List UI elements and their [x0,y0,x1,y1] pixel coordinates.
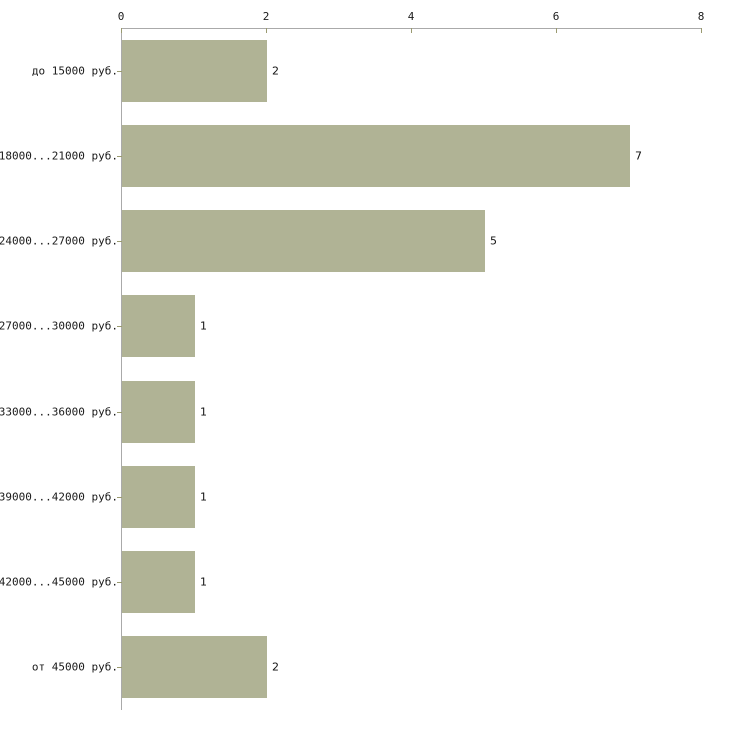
bar-value-label: 7 [635,149,642,163]
bar-value-label: 1 [200,319,207,333]
y-axis-category-label: от 45000 руб. [31,660,118,674]
y-axis-category-label: 39000...42000 руб. [0,490,118,504]
y-axis-category-label: 33000...36000 руб. [0,405,118,419]
y-axis-category-label: до 15000 руб. [31,64,118,78]
bar [122,295,195,357]
bar [122,466,195,528]
y-axis-category-label: 24000...27000 руб. [0,234,118,248]
bar [122,381,195,443]
y-axis-tick [117,326,122,327]
y-axis-tick [117,582,122,583]
bar-value-label: 2 [272,64,279,78]
y-axis-category-label: 18000...21000 руб. [0,149,118,163]
bar [122,551,195,613]
y-axis-category-label: 42000...45000 руб. [0,575,118,589]
y-axis-tick [117,241,122,242]
y-axis-tick [117,71,122,72]
bar-value-label: 1 [200,490,207,504]
bar-value-label: 1 [200,405,207,419]
x-axis-tick-label: 0 [117,10,125,23]
y-axis-tick [117,667,122,668]
x-axis-tick-label: 6 [552,10,560,23]
x-axis-tick-label: 8 [697,10,705,23]
bar [122,210,485,272]
bar [122,125,630,187]
bar-value-label: 2 [272,660,279,674]
bar [122,40,267,102]
x-axis-tick [556,28,557,33]
x-axis-tick [121,28,122,33]
x-axis-tick [266,28,267,33]
bar-value-label: 1 [200,575,207,589]
bar-value-label: 5 [490,234,497,248]
y-axis-tick [117,412,122,413]
y-axis-category-label: 27000...30000 руб. [0,319,118,333]
y-axis-line [121,28,122,710]
x-axis-tick [411,28,412,33]
y-axis-tick [117,156,122,157]
y-axis-tick [117,497,122,498]
x-axis-tick-label: 4 [407,10,415,23]
bar [122,636,267,698]
x-axis-tick [701,28,702,33]
x-axis-tick-label: 2 [262,10,270,23]
